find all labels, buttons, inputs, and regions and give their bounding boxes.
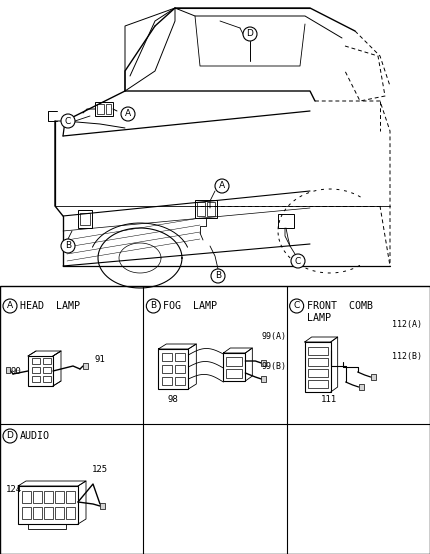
Text: D: D (246, 29, 253, 38)
Bar (43, 376, 51, 382)
Bar (163, 353, 172, 361)
Bar (163, 365, 172, 373)
Bar (195, 200, 217, 218)
Bar (175, 377, 185, 385)
Bar (55, 507, 64, 519)
Bar (261, 360, 266, 366)
Bar (308, 347, 328, 355)
Bar (43, 367, 51, 373)
Bar (33, 491, 42, 503)
Bar (223, 353, 246, 381)
Bar (308, 380, 328, 388)
Bar (175, 353, 185, 361)
Text: 111: 111 (321, 394, 337, 403)
Bar (308, 369, 328, 377)
Bar (197, 202, 205, 216)
Bar (78, 210, 92, 228)
Text: FRONT  COMB: FRONT COMB (307, 301, 373, 311)
Text: B: B (215, 271, 221, 280)
Text: AUDIO: AUDIO (20, 431, 50, 441)
Circle shape (290, 299, 304, 313)
Text: B: B (150, 301, 157, 310)
Bar (55, 491, 64, 503)
Bar (43, 358, 51, 364)
Bar (32, 376, 40, 382)
Bar (44, 491, 53, 503)
Text: 98: 98 (168, 394, 179, 403)
Bar (0, 286, 430, 554)
Bar (6, 367, 10, 373)
Circle shape (215, 179, 229, 193)
Bar (100, 503, 105, 509)
Text: 112(A): 112(A) (392, 320, 422, 329)
Text: 124: 124 (6, 485, 22, 494)
Bar (278, 214, 294, 228)
Bar (22, 507, 31, 519)
Bar (28, 356, 53, 386)
Bar (32, 358, 40, 364)
Bar (106, 104, 111, 114)
Circle shape (61, 239, 75, 253)
Circle shape (291, 254, 305, 268)
Circle shape (121, 107, 135, 121)
Bar (226, 369, 243, 378)
Circle shape (3, 429, 17, 443)
Bar (207, 202, 215, 216)
Circle shape (3, 299, 17, 313)
Text: C: C (294, 301, 300, 310)
Bar (44, 507, 53, 519)
Text: A: A (219, 182, 225, 191)
Bar (261, 376, 266, 382)
Circle shape (61, 114, 75, 128)
Text: LAMP: LAMP (307, 313, 331, 323)
Bar (28, 524, 66, 529)
Bar (18, 486, 78, 524)
Bar (97, 104, 104, 114)
Bar (83, 363, 88, 369)
Bar (95, 102, 113, 116)
Bar (22, 491, 31, 503)
Bar (80, 213, 90, 225)
Text: C: C (65, 116, 71, 126)
Bar (158, 349, 188, 389)
Circle shape (211, 269, 225, 283)
Text: A: A (125, 110, 131, 119)
Bar (371, 374, 376, 380)
Text: 90: 90 (11, 367, 22, 377)
Circle shape (243, 27, 257, 41)
Bar (32, 367, 40, 373)
Bar (305, 342, 331, 392)
Text: C: C (295, 257, 301, 265)
Bar (66, 491, 75, 503)
Bar (33, 507, 42, 519)
Text: B: B (65, 242, 71, 250)
Text: HEAD  LAMP: HEAD LAMP (20, 301, 80, 311)
Text: A: A (7, 301, 13, 310)
Text: 112(B): 112(B) (392, 351, 422, 361)
Bar (175, 365, 185, 373)
Bar (66, 507, 75, 519)
Text: 125: 125 (92, 464, 108, 474)
Bar (163, 377, 172, 385)
Text: 91: 91 (95, 355, 105, 363)
Circle shape (146, 299, 160, 313)
Bar (226, 357, 243, 366)
Text: 99(A): 99(A) (261, 331, 286, 341)
Text: FOG  LAMP: FOG LAMP (163, 301, 217, 311)
Bar (359, 384, 364, 390)
Text: D: D (6, 432, 13, 440)
Text: 99(B): 99(B) (261, 362, 286, 371)
Bar (308, 358, 328, 366)
